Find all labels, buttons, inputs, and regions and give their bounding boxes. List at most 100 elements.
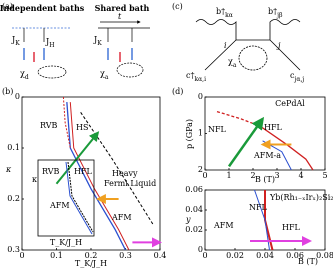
label-sub: a xyxy=(105,74,109,81)
x-tick-label: 0.4 xyxy=(154,251,167,260)
region-label: Fermi Liquid xyxy=(104,179,156,188)
region-label: AFM xyxy=(213,221,234,230)
inset-label: AFM xyxy=(49,201,70,210)
x-tick-label: 0 xyxy=(202,251,207,260)
x-tick-label: 0.3 xyxy=(119,251,132,260)
y-axis-label: y xyxy=(185,215,191,224)
x-axis-label: B (T) xyxy=(255,175,275,184)
label-sub: kα xyxy=(225,12,233,19)
x-tick-label: 0.08 xyxy=(316,251,333,260)
label-sub: d xyxy=(25,74,29,81)
label-main: b† xyxy=(268,7,277,16)
x-axis-label: B (T) xyxy=(298,257,318,266)
label-main: χ xyxy=(20,69,25,78)
label-sub: H xyxy=(49,42,54,49)
x-tick-label: 0.2 xyxy=(85,251,98,260)
x-tick-label: 5 xyxy=(322,171,327,180)
label-sub: jβ xyxy=(276,12,283,19)
y-tick-label: 0.02 xyxy=(185,225,203,234)
label-main: J xyxy=(93,35,97,44)
panel-label: (b) xyxy=(2,87,13,96)
region-label: HS xyxy=(76,123,88,132)
x-tick-label: 0 xyxy=(19,251,24,260)
y-tick-label: 0.2 xyxy=(7,194,20,203)
y-axis-label: p (GPa) xyxy=(185,119,194,149)
region-label: HFL xyxy=(264,123,283,132)
x-tick-label: 0.04 xyxy=(256,251,274,260)
panel-a-drawing xyxy=(12,20,150,79)
x-tick-label: 0 xyxy=(202,171,207,180)
y-tick-label: 0.1 xyxy=(7,143,20,152)
x-tick-label: 4 xyxy=(298,171,303,180)
label: JK xyxy=(11,35,20,47)
curve xyxy=(66,102,127,251)
inset-frame xyxy=(37,159,95,237)
panel-c-drawing xyxy=(195,19,301,71)
y-axis-label: κ xyxy=(5,165,12,174)
label: t xyxy=(118,12,122,21)
label: cjα,j xyxy=(290,71,304,83)
label-main: χ xyxy=(228,57,233,66)
label-main: b† xyxy=(216,7,225,16)
region-label: AFM-a xyxy=(253,151,281,160)
arrow xyxy=(227,116,265,168)
region-label: Heavy xyxy=(112,169,138,178)
region-label: NFL xyxy=(249,203,268,212)
label-sub: K xyxy=(97,40,102,47)
region-label: HFL xyxy=(282,223,301,232)
region-label: NFL xyxy=(208,125,227,134)
subtitle: Independent baths xyxy=(0,3,85,13)
panel-label: (c) xyxy=(172,2,183,11)
region-label: RVB xyxy=(40,121,58,130)
label-sub: K xyxy=(15,40,20,47)
plot-title: CePdAl xyxy=(275,99,305,108)
label: χa xyxy=(228,57,237,69)
y-tick-label: 2 xyxy=(198,165,203,174)
label: c†kα,i xyxy=(186,71,206,83)
x-tick-label: 3 xyxy=(274,171,279,180)
y-tick-label: 0.04 xyxy=(185,205,203,214)
label: b†jβ xyxy=(268,7,283,19)
curve xyxy=(80,112,154,225)
y-tick-label: 0 xyxy=(198,245,203,254)
label: χd xyxy=(20,69,29,81)
label: i xyxy=(224,41,227,50)
label-main: c† xyxy=(186,71,194,80)
panel-label: (d) xyxy=(172,87,183,96)
curve xyxy=(259,125,314,171)
curve xyxy=(65,161,93,235)
panel-label: (a) xyxy=(2,2,13,11)
inset-label: RVB xyxy=(42,167,60,176)
x-tick-label: 0.1 xyxy=(50,251,63,260)
label: JK xyxy=(93,35,102,47)
y-tick-label: 0.3 xyxy=(7,245,20,254)
region-label: AFM xyxy=(111,213,132,222)
subtitle: Shared bath xyxy=(95,3,150,13)
label-main: c xyxy=(290,71,295,80)
curve xyxy=(69,102,130,251)
inset-axis-label: T_K/J_H xyxy=(50,238,82,247)
label-sub: jα,j xyxy=(293,76,304,83)
label: j xyxy=(276,41,281,50)
curve xyxy=(62,96,71,149)
y-tick-label: 1 xyxy=(198,129,203,138)
label-main: χ xyxy=(100,69,105,78)
x-tick-label: 0.02 xyxy=(226,251,244,260)
label: χa xyxy=(100,69,109,81)
curve xyxy=(67,161,94,233)
x-tick-label: 1 xyxy=(226,171,231,180)
arrow xyxy=(55,131,100,185)
y-tick-label: 0 xyxy=(198,92,203,101)
curve xyxy=(216,110,261,127)
label-main: J xyxy=(11,35,15,44)
inset-axis-label: κ xyxy=(32,175,37,184)
x-tick-label: 2 xyxy=(250,171,255,180)
label-sub: a xyxy=(233,62,237,69)
x-axis-label: T_K/J_H xyxy=(75,259,107,268)
label: b†kα xyxy=(216,7,233,19)
y-tick-label: 0 xyxy=(15,92,20,101)
inset-label: HFL xyxy=(74,167,93,176)
plot-title: Yb(Rh₁₋ₓIrₓ)₂Si₂ xyxy=(269,193,333,202)
label: JH xyxy=(45,37,54,49)
